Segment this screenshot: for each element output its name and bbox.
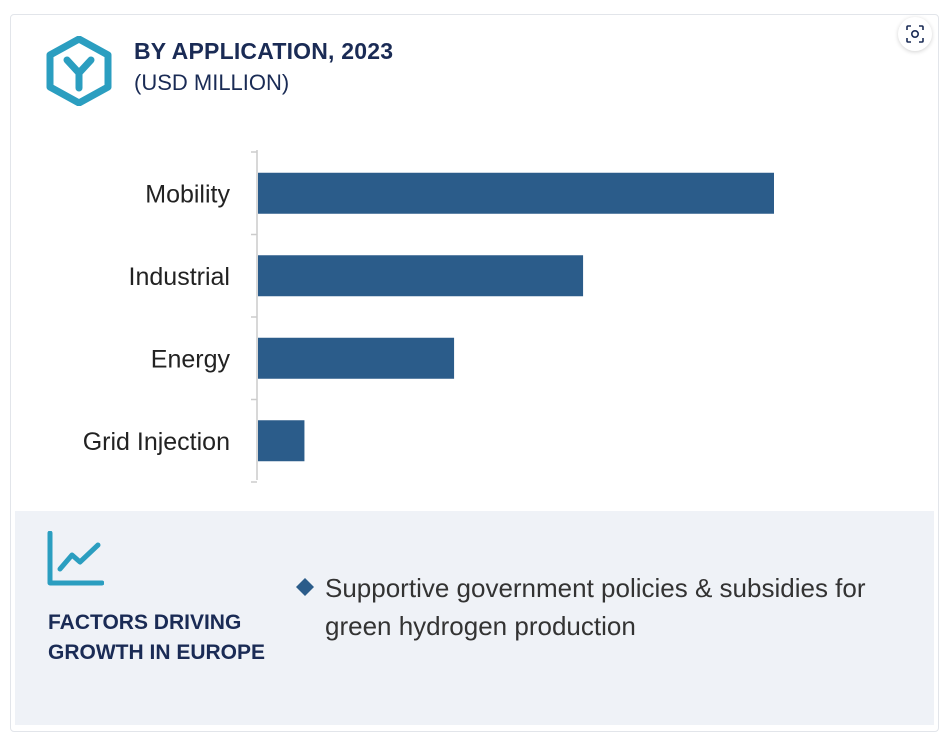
chart-subtitle: (USD MILLION) [134,70,290,95]
category-label: Energy [151,345,231,373]
category-label: Mobility [145,180,230,208]
factor-text: Supportive government policies & subsidi… [325,573,866,641]
bar-chart: Mobility Industrial Energy Grid Injection [83,150,774,483]
zoom-button[interactable] [898,17,932,51]
bar-mobility [258,172,774,214]
diamond-icon [296,578,314,596]
hexagon-logo-icon [46,36,112,106]
factors-title: FACTORS DRIVING GROWTH IN EUROPE [48,611,266,664]
trend-chart-icon [47,531,104,586]
zoom-scan-icon [906,25,924,43]
chart-title: BY APPLICATION, 2023 [134,38,394,64]
category-label: Industrial [129,263,230,291]
category-label: Grid Injection [83,428,230,456]
factor-bullet: Supportive government policies & subsidi… [295,569,905,645]
bar-energy [258,337,455,379]
factors-panel [15,511,934,725]
bar-industrial [258,255,584,297]
bar-grid-injection [258,420,305,462]
